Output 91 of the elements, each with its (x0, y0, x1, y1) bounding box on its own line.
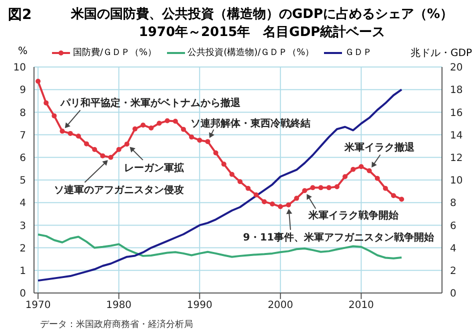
point (229, 172, 234, 177)
annotation: ソ連邦解体・東西冷戦終結 (190, 117, 311, 130)
point (213, 150, 218, 156)
annotation: 9・11事件、米軍アフガニスタン戦争開始 (243, 232, 435, 244)
annotation: レーガン軍拡 (124, 162, 184, 174)
y-tick-label: 2 (20, 243, 26, 254)
y2-tick-label: 8 (450, 198, 456, 210)
point (382, 186, 388, 191)
point (374, 176, 380, 181)
caption: 図2 (8, 6, 32, 24)
y-axis-title: % (18, 46, 28, 57)
point (172, 118, 178, 124)
y2-tick-label: 12 (450, 152, 463, 164)
point (326, 185, 332, 190)
annotation: パリ和平協定・米軍がベトナムから撤退 (59, 96, 242, 109)
legend-label: 公共投資(構造物)/ＧＤＰ（%） (188, 46, 314, 59)
y2-tick-label: 20 (450, 62, 463, 74)
point (180, 126, 186, 132)
point (254, 192, 259, 198)
point (52, 113, 57, 118)
point (310, 185, 316, 190)
point (132, 126, 138, 132)
annotation: 米軍イラク戦争開始 (308, 209, 400, 222)
point (238, 179, 243, 184)
y2-tick-label: 18 (450, 85, 463, 96)
point (221, 162, 226, 167)
y-tick-label: 10 (13, 62, 26, 74)
point (36, 78, 41, 84)
y2-tick-label: 4 (450, 243, 456, 254)
y-tick-label: 7 (20, 130, 26, 142)
y-tick-label: 3 (20, 220, 26, 232)
y2-tick-label: 6 (450, 220, 456, 232)
point (189, 134, 194, 140)
line-series (37, 233, 403, 260)
point (358, 164, 364, 170)
point (44, 100, 49, 106)
point (246, 186, 251, 191)
chart-subtitle: 1970年～2015年 名目GDP統計ベース (138, 24, 386, 41)
y2-axis-title: 兆ドル・GDP (410, 46, 472, 60)
point (164, 118, 170, 124)
point (270, 201, 275, 206)
point (350, 166, 356, 172)
chart-title: 米国の国防費、公共投資（構造物）のGDPに占めるシェア（%） (70, 6, 454, 23)
point (205, 139, 210, 144)
point (124, 142, 130, 147)
x-tick-label: 1970 (25, 300, 51, 312)
point (294, 196, 300, 201)
point (302, 188, 308, 194)
point (116, 146, 122, 152)
annotation: ソ連軍のアフガニスタン侵攻 (54, 184, 184, 196)
y2-tick-label: 14 (450, 130, 463, 142)
point (262, 199, 267, 204)
legend-label: ＧＤＰ (345, 47, 372, 59)
text: データ：米国政府商務省・経済分析局 (40, 318, 193, 331)
y2-tick-label: 2 (450, 266, 456, 277)
point (68, 130, 73, 136)
point (399, 196, 404, 202)
point (84, 141, 90, 146)
point (318, 185, 324, 190)
annotation: 米軍イラク撤退 (343, 141, 416, 154)
y-tick-label: 5 (20, 176, 26, 187)
point (278, 204, 283, 210)
x-tick-label: 2000 (268, 300, 294, 312)
y2-tick-label: 16 (450, 108, 463, 119)
point (60, 128, 65, 134)
legend-label: 国防費/ＧＤＰ（%） (73, 46, 157, 59)
y2-tick-label: 10 (450, 176, 463, 187)
y-tick-label: 4 (20, 198, 26, 210)
point (148, 126, 154, 131)
y2-tick-label: 0 (450, 288, 456, 300)
point (108, 154, 114, 160)
point (76, 134, 81, 139)
point (286, 202, 291, 208)
point (156, 120, 162, 126)
point (197, 138, 202, 143)
point (342, 174, 348, 180)
x-tick-label: 1980 (106, 300, 132, 312)
point (391, 193, 396, 198)
x-tick-label: 2010 (348, 300, 374, 312)
point (100, 153, 106, 158)
point (92, 146, 98, 152)
point (334, 184, 340, 190)
line-series (37, 88, 403, 282)
y-tick-label: 6 (20, 152, 26, 164)
point (140, 122, 146, 128)
y-tick-label: 0 (20, 288, 26, 300)
y-tick-label: 1 (20, 266, 26, 277)
y-tick-label: 8 (20, 108, 26, 119)
x-tick-label: 1990 (186, 300, 212, 312)
point (366, 168, 372, 174)
y-tick-label: 9 (20, 85, 26, 96)
